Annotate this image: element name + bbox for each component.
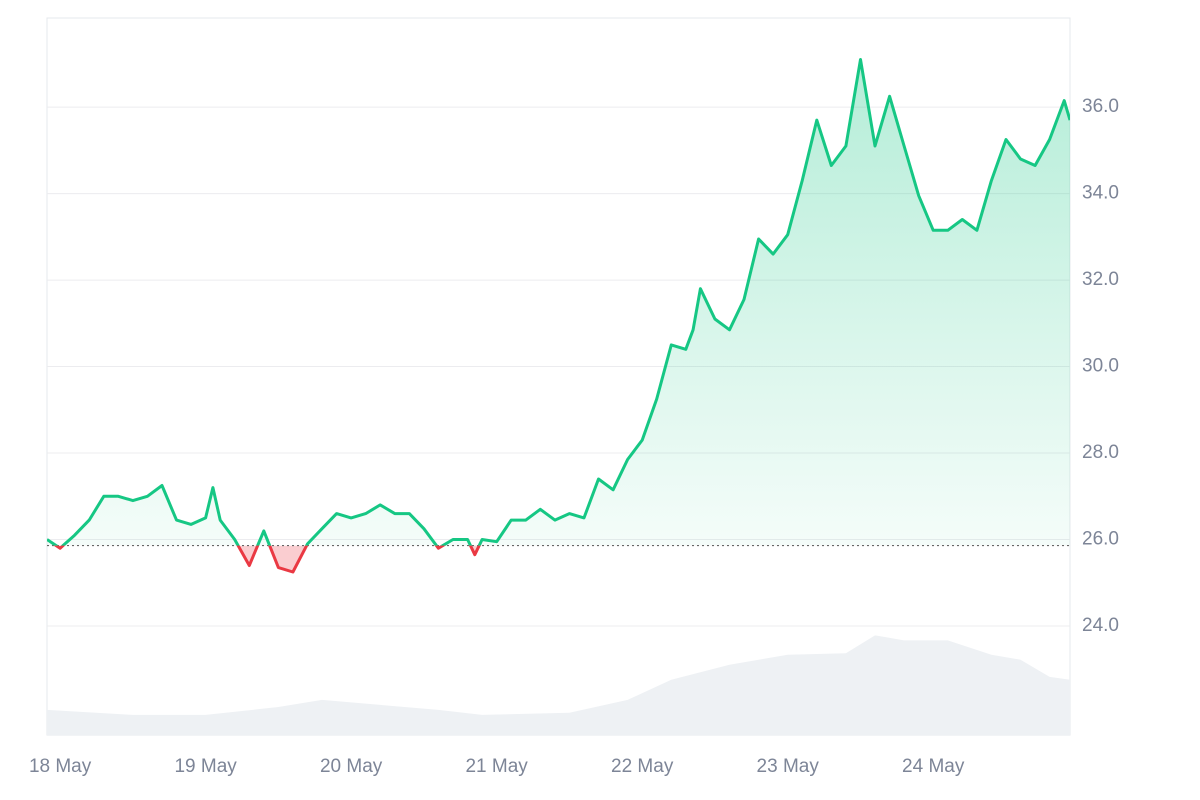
x-tick-label: 21 May [465,756,528,777]
y-tick-label: 36.0 [1082,96,1119,117]
volume-area [47,635,1070,735]
y-tick-label: 32.0 [1082,269,1119,290]
price-line-up [47,58,1070,546]
x-tick-label: 24 May [902,756,965,777]
x-tick-label: 20 May [320,756,383,777]
x-tick-label: 18 May [29,756,92,777]
y-tick-label: 28.0 [1082,442,1119,463]
y-tick-label: 34.0 [1082,183,1119,204]
y-tick-label: 30.0 [1082,356,1119,377]
x-tick-label: 23 May [757,756,820,777]
x-tick-label: 19 May [174,756,237,777]
y-tick-label: 26.0 [1082,529,1119,550]
x-tick-label: 22 May [611,756,674,777]
area-up [47,59,1070,546]
y-tick-label: 24.0 [1082,615,1119,636]
